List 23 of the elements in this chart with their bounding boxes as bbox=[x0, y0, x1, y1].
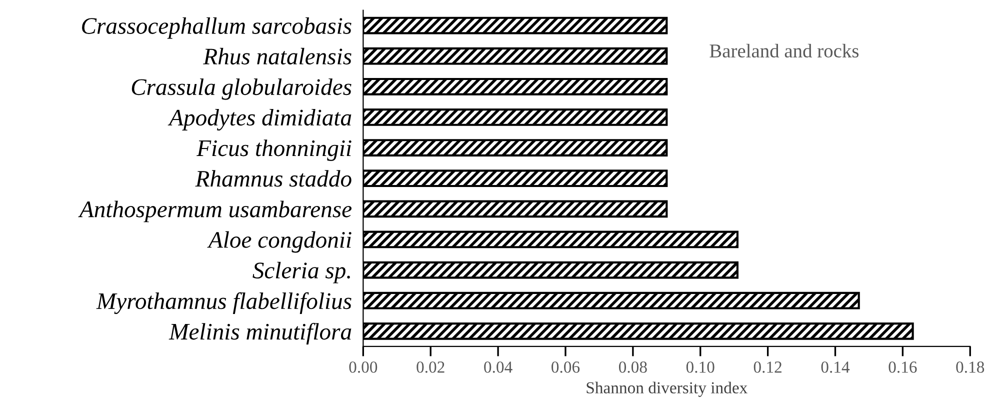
y-tick-label: Myrothamnus flabellifolius bbox=[96, 292, 352, 314]
y-tick-label: Apodytes dimidiata bbox=[168, 109, 352, 131]
x-tick-label: 0.08 bbox=[618, 362, 647, 373]
y-tick-label: Ficus thonningii bbox=[196, 140, 352, 162]
y-tick-label: Melinis minutiflora bbox=[168, 322, 352, 345]
y-tick-label: Crassocephallum sarcobasis bbox=[82, 17, 352, 39]
y-tick-label: Scleria sp. bbox=[252, 262, 350, 284]
annotation: Bareland and rocks bbox=[710, 44, 859, 58]
y-tick-label: Anthospermum usambarense bbox=[78, 200, 352, 222]
x-tick-label: 0.04 bbox=[484, 362, 512, 373]
x-tick-label: 0.14 bbox=[821, 362, 850, 373]
y-tick-label: Rhamnus staddo bbox=[195, 170, 352, 187]
y-tick-label: Rhus natalensis bbox=[203, 48, 352, 65]
x-tick-label: 0.12 bbox=[754, 362, 782, 373]
x-tick-label: 0.10 bbox=[686, 362, 714, 373]
x-tick-label: 0.16 bbox=[888, 362, 917, 373]
x-tick-label: 0.18 bbox=[956, 362, 984, 373]
x-tick-label: 0.00 bbox=[349, 362, 378, 373]
y-tick-label: Crassula globularoides bbox=[132, 78, 352, 100]
x-tick-label: 0.06 bbox=[552, 362, 580, 373]
x-axis-title: Shannon diversity index bbox=[586, 382, 748, 397]
x-tick-label: 0.02 bbox=[416, 362, 444, 373]
y-tick-label: Aloe congdonii bbox=[207, 231, 352, 253]
